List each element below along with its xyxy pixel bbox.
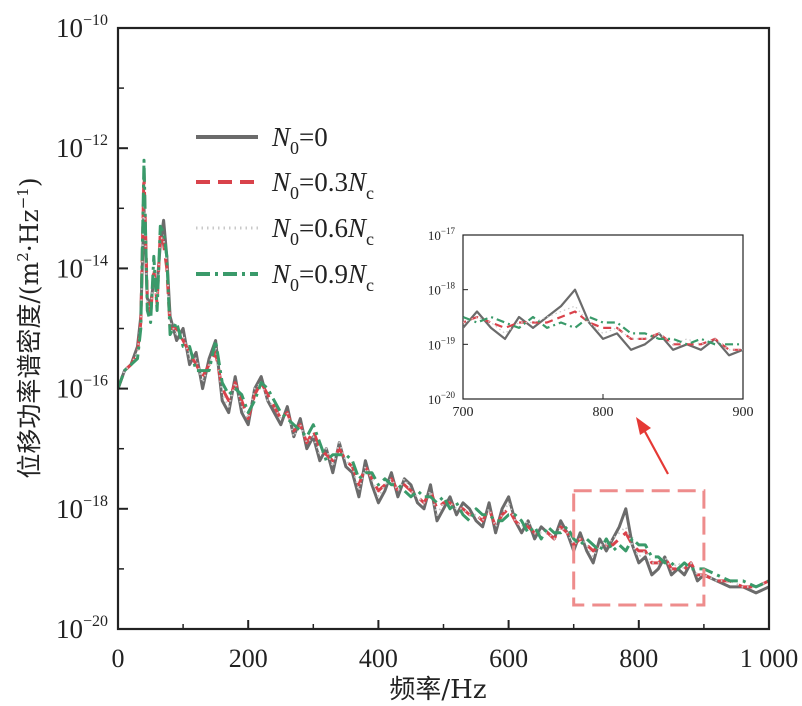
legend-label-1: N0=0.3Nc (271, 167, 374, 203)
inset-x-tick-label: 800 (593, 405, 614, 420)
inset-x-tick-label: 700 (453, 405, 474, 420)
x-tick-label: 0 (112, 644, 125, 673)
zoom-highlight-box (572, 489, 706, 607)
y-tick-label: 10−20 (56, 613, 108, 644)
inset-axes: 700 800 900 10−20 10−19 10−18 10−17 (428, 226, 754, 420)
series-lines (118, 158, 769, 595)
x-tick-label: 1 000 (740, 644, 799, 673)
y-tick-label: 10−10 (56, 12, 108, 43)
inset-series-line-3 (463, 315, 743, 346)
inset-y-tick-label: 10−17 (428, 226, 456, 243)
y-tick-label: 10−18 (56, 493, 108, 524)
inset-y-tick-label: 10−18 (428, 281, 456, 298)
zoom-arrow (636, 417, 669, 475)
inset-series-line-1 (463, 310, 743, 351)
x-tick-label: 800 (619, 644, 658, 673)
series-line-0 (118, 206, 769, 595)
series-line-3 (118, 158, 769, 589)
inset-plot: 700 800 900 10−20 10−19 10−18 10−17 (428, 226, 754, 420)
inset-frame (462, 234, 744, 400)
y-tick-label: 10−14 (56, 252, 108, 283)
inset-x-tick-label: 900 (733, 405, 754, 420)
inset-y-tick-label: 10−20 (428, 390, 456, 407)
main-axes: 0 200 400 600 800 1 000 10−20 10−18 10−16 10−14 10… (56, 12, 798, 673)
x-tick-label: 400 (359, 644, 398, 673)
legend-label-3: N0=0.9Nc (271, 259, 374, 295)
legend-label-2: N0=0.6Nc (271, 213, 374, 249)
legend: N0=0 N0=0.3Nc N0=0.6Nc N0=0.9Nc (196, 122, 374, 295)
y-tick-label: 10−12 (56, 132, 108, 163)
arrow-head (636, 417, 651, 435)
y-axis-label: 位移功率谱密度/(m2·Hz−1) (14, 177, 44, 478)
series-line-1 (118, 170, 769, 589)
inset-series-line-0 (463, 288, 743, 357)
series-line-2 (118, 195, 769, 588)
inset-y-tick-label: 10−19 (428, 335, 456, 352)
x-tick-label: 200 (229, 644, 268, 673)
arrow-shaft (642, 427, 669, 475)
main-plot: 0 200 400 600 800 1 000 10−20 10−18 10−16 10−14 10… (56, 12, 798, 673)
legend-label-0: N0=0 (271, 122, 328, 158)
inset-series-lines (463, 288, 743, 357)
y-tick-label: 10−16 (56, 373, 108, 404)
x-tick-label: 600 (489, 644, 528, 673)
x-axis-label: 频率/Hz (389, 675, 486, 705)
